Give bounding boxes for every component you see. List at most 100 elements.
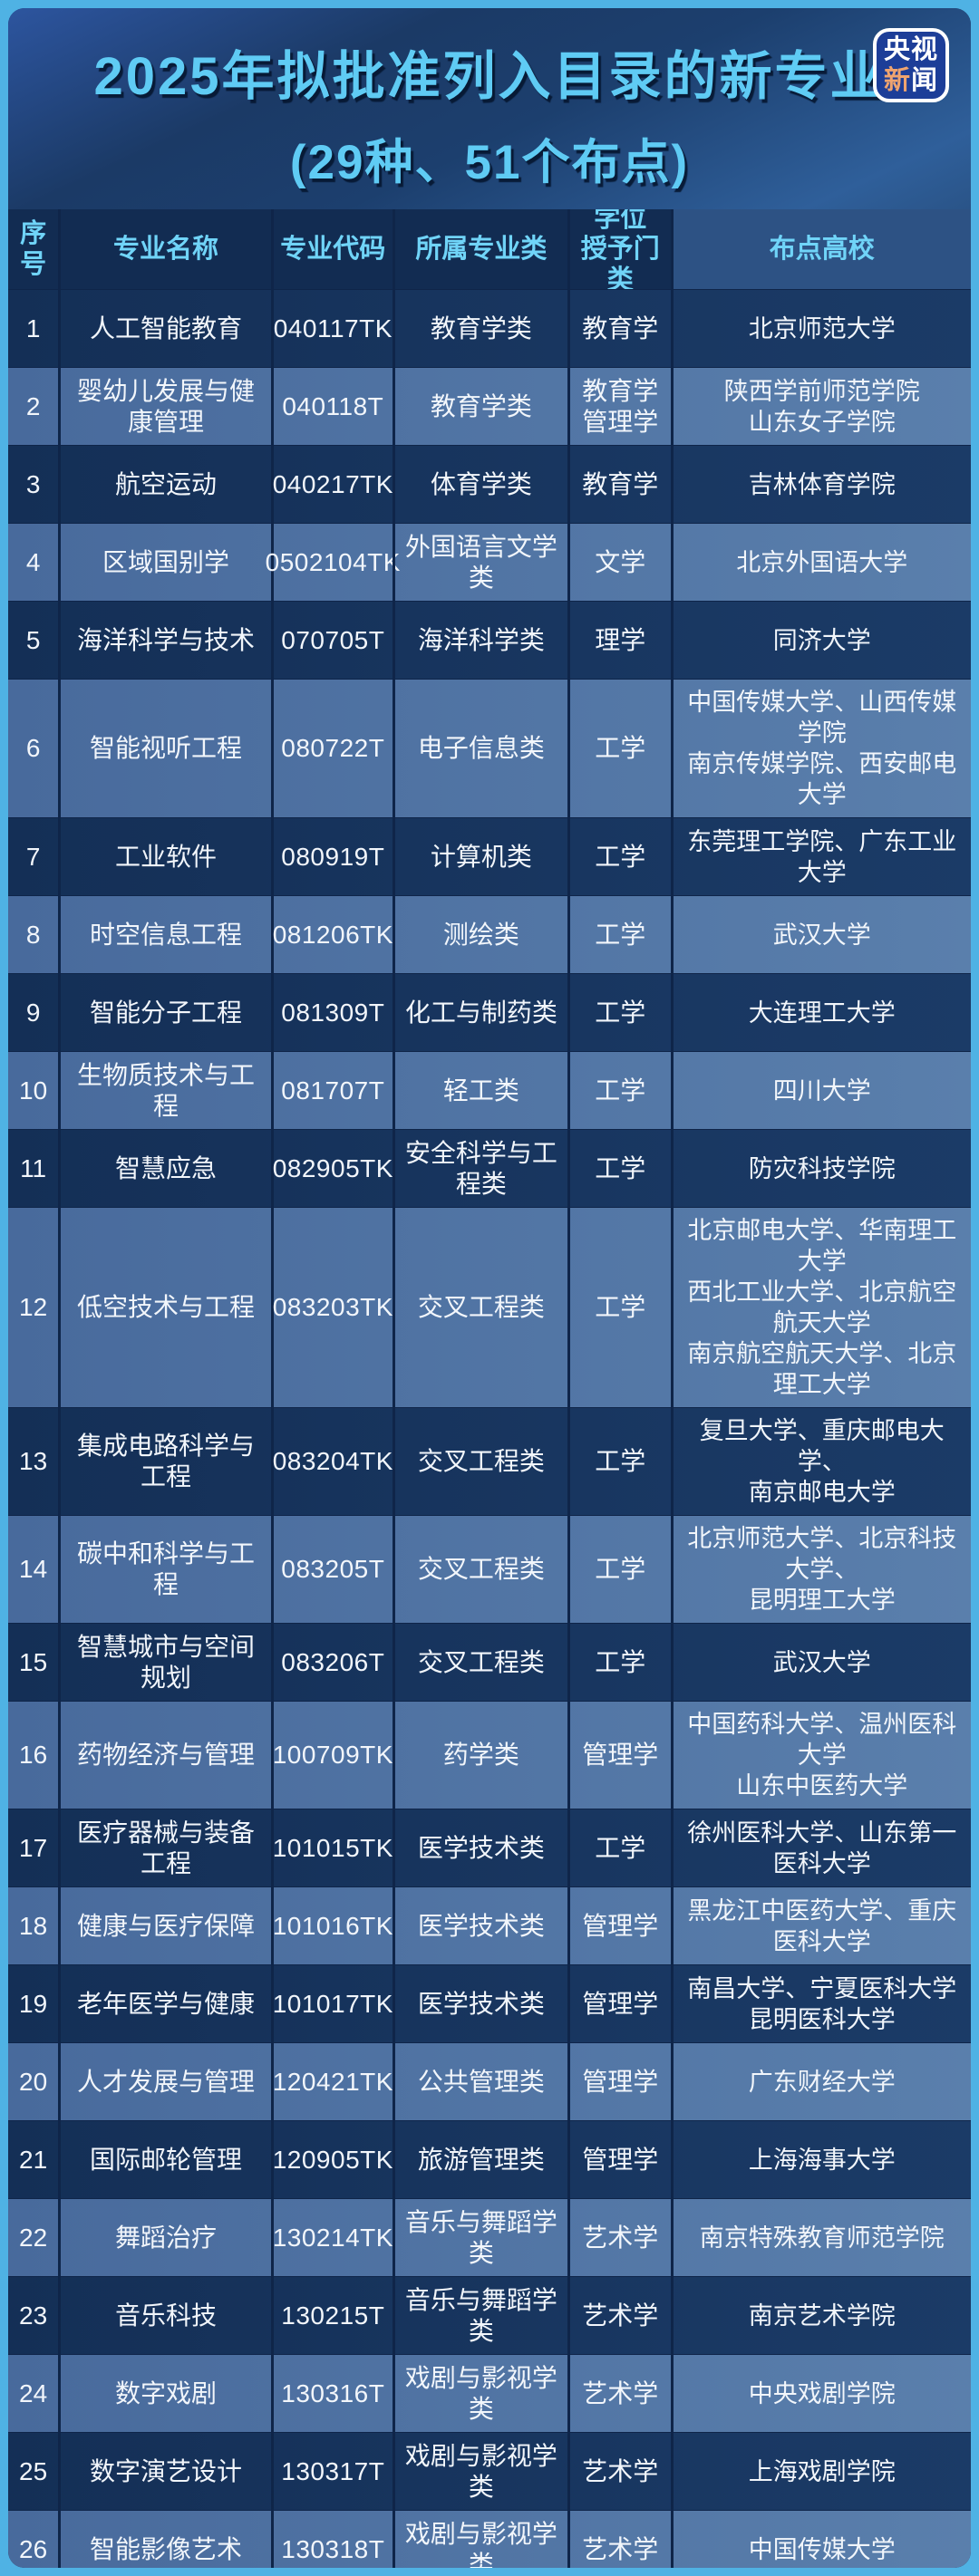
infographic-card: 2025年拟批准列入目录的新专业 (29种、51个布点) 央视 新闻 序号 专业…: [8, 8, 971, 2568]
row-no: 15: [8, 1624, 58, 1701]
universities: 黑龙江中医药大学、重庆医科大学: [670, 1887, 971, 1964]
major-name-line: 工业软件: [115, 842, 218, 871]
major-category: 安全科学与工程类: [392, 1130, 567, 1207]
table-row: 1 人工智能教育 040117TK 教育学类 教育学 北京师范大学: [8, 289, 971, 367]
row-no: 12: [8, 1208, 58, 1407]
major-name-line: 人工智能教育: [90, 314, 243, 343]
degree-type: 管理学: [567, 2121, 671, 2198]
universities-line: 大连理工大学: [748, 999, 896, 1027]
row-no-line: 10: [19, 1076, 48, 1105]
major-code: 083204TK: [270, 1408, 393, 1515]
major-name: 智慧城市与空间规划: [58, 1624, 271, 1701]
universities: 中国传媒大学: [670, 2511, 971, 2568]
major-category-line: 交叉工程类: [417, 1647, 545, 1676]
major-category-line: 戏剧与影视学类: [404, 2363, 557, 2423]
major-code: 101016TK: [270, 1887, 393, 1964]
universities: 北京师范大学、北京科技大学、 昆明理工大学: [670, 1516, 971, 1623]
major-name: 区域国别学: [58, 524, 271, 601]
universities-line: 南京航空航天大学、北京理工大学: [687, 1340, 957, 1398]
table-row: 21 国际邮轮管理 120905TK 旅游管理类 管理学 上海海事大学: [8, 2120, 971, 2198]
degree-type: 艺术学: [567, 2199, 671, 2276]
major-category: 公共管理类: [392, 2043, 567, 2120]
table-row: 7 工业软件 080919T 计算机类 工学 东莞理工学院、广东工业大学: [8, 817, 971, 895]
major-code: 100709TK: [270, 1702, 393, 1809]
major-code: 070705T: [270, 602, 393, 679]
universities-line: 南昌大学、宁夏医科大学: [687, 1974, 957, 2002]
row-no-line: 14: [19, 1555, 48, 1583]
major-code: 040117TK: [270, 290, 393, 367]
universities-line: 中央戏剧学院: [748, 2379, 896, 2407]
row-no-line: 2: [25, 391, 41, 420]
row-no-line: 9: [25, 998, 41, 1027]
row-no-line: 20: [19, 2067, 48, 2096]
major-category-line: 安全科学与工程类: [404, 1138, 557, 1198]
degree-type-line: 理学: [595, 625, 646, 654]
row-no: 18: [8, 1887, 58, 1964]
major-category-line: 计算机类: [430, 842, 532, 871]
major-name: 数字演艺设计: [58, 2433, 271, 2510]
universities-line: 昆明医科大学: [748, 2005, 896, 2033]
row-no: 5: [8, 602, 58, 679]
universities: 北京邮电大学、华南理工大学 西北工业大学、北京航空航天大学 南京航空航天大学、北京理…: [670, 1208, 971, 1407]
degree-type: 工学: [567, 1408, 671, 1515]
column-header-universities: 布点高校: [670, 209, 971, 289]
major-name-line: 智慧应急: [115, 1153, 218, 1182]
major-code-line: 120421TK: [272, 2067, 393, 2096]
row-no-line: 21: [19, 2145, 48, 2174]
row-no-line: 13: [19, 1447, 48, 1475]
major-category: 交叉工程类: [392, 1208, 567, 1407]
universities-line: 中国药科大学、温州医科大学: [687, 1711, 957, 1769]
degree-type-line: 教育学: [582, 469, 659, 498]
major-code: 040217TK: [270, 446, 393, 523]
major-name-line: 生物质技术与工程: [77, 1060, 256, 1120]
major-name: 智能视听工程: [58, 680, 271, 817]
major-code-line: 0502104TK: [265, 547, 401, 576]
row-no-line: 25: [19, 2456, 48, 2485]
major-category-line: 电子信息类: [417, 734, 545, 762]
universities: 四川大学: [670, 1052, 971, 1129]
universities-line: 南京艺术学院: [748, 2301, 896, 2330]
major-code-line: 100709TK: [272, 1741, 393, 1769]
table-row: 20 人才发展与管理 120421TK 公共管理类 管理学 广东财经大学: [8, 2042, 971, 2120]
major-name: 老年医学与健康: [58, 1965, 271, 2042]
major-code: 130318T: [270, 2511, 393, 2568]
major-code-line: 080919T: [281, 842, 385, 871]
major-code-line: 040117TK: [273, 314, 393, 343]
major-code: 130215T: [270, 2277, 393, 2354]
degree-type-line: 管理学: [582, 2145, 659, 2174]
major-category-line: 公共管理类: [417, 2067, 545, 2096]
cctv-news-logo: 央视 新闻: [873, 28, 949, 102]
universities-line: 南京特殊教育师范学院: [699, 2224, 945, 2252]
universities-line: 上海戏剧学院: [748, 2457, 896, 2485]
row-no-line: 19: [19, 1989, 48, 2018]
row-no: 19: [8, 1965, 58, 2042]
major-name-line: 智能影像艺术: [90, 2534, 243, 2563]
universities: 徐州医科大学、山东第一医科大学: [670, 1809, 971, 1886]
universities: 防灾科技学院: [670, 1130, 971, 1207]
row-no-line: 12: [19, 1293, 48, 1321]
table-row: 6 智能视听工程 080722T 电子信息类 工学 中国传媒大学、山西传媒学院 南京传媒学院…: [8, 679, 971, 817]
major-code: 081206TK: [270, 896, 393, 973]
universities-line: 上海海事大学: [748, 2146, 896, 2174]
degree-type: 文学: [567, 524, 671, 601]
row-no: 4: [8, 524, 58, 601]
major-name: 人才发展与管理: [58, 2043, 271, 2120]
row-no-line: 5: [25, 625, 41, 654]
universities-line: 中国传媒大学: [748, 2535, 896, 2563]
universities-line: 陕西学前师范学院: [723, 377, 920, 405]
universities-line: 中国传媒大学、山西传媒学院: [687, 689, 957, 747]
major-category-line: 交叉工程类: [417, 1293, 545, 1321]
major-code: 120905TK: [270, 2121, 393, 2198]
row-no-line: 26: [19, 2534, 48, 2563]
major-category: 交叉工程类: [392, 1408, 567, 1515]
universities-line: 吉林体育学院: [748, 470, 896, 498]
major-name-line: 时空信息工程: [90, 920, 243, 949]
major-name: 时空信息工程: [58, 896, 271, 973]
major-name-line: 数字戏剧: [115, 2378, 218, 2407]
row-no: 21: [8, 2121, 58, 2198]
major-category-line: 戏剧与影视学类: [404, 2441, 557, 2501]
table-row: 14 碳中和科学与工程 083205T 交叉工程类 工学 北京师范大学、北京科技大学、 昆明…: [8, 1515, 971, 1623]
row-no: 22: [8, 2199, 58, 2276]
major-category-line: 测绘类: [442, 920, 519, 949]
major-category: 医学技术类: [392, 1887, 567, 1964]
